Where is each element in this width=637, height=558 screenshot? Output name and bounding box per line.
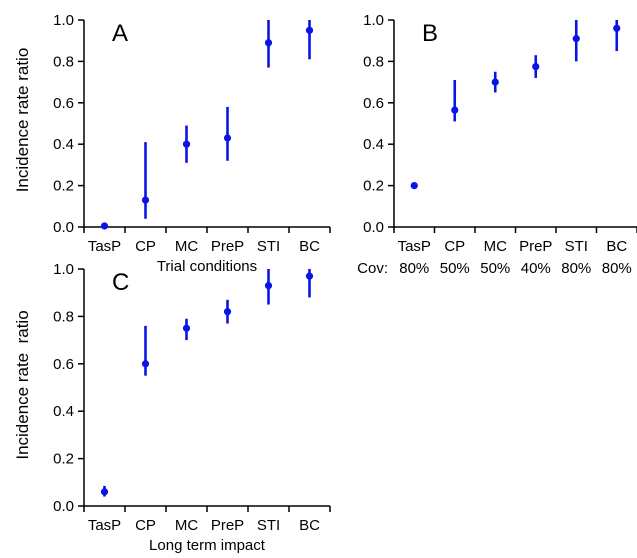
data-point (264, 39, 273, 47)
y-tick-label: 0.2 (53, 451, 74, 468)
panel-c: 0.0 0.2 0.4 0.6 0.8 1.0 TasP CP MC PreP STI BC Long … (13, 261, 331, 554)
x-category-label: TasP (88, 238, 121, 255)
data-point (141, 196, 150, 204)
y-tick-label: 0.6 (53, 95, 74, 112)
x-category-label: PreP (211, 517, 244, 534)
y-tick-label: 0.4 (363, 136, 384, 153)
data-point (182, 324, 191, 332)
panel-letter: C (112, 269, 129, 296)
data-point (451, 106, 459, 114)
data-point (100, 488, 109, 496)
y-tick-label: 0.6 (53, 356, 74, 373)
x-category-label: CP (135, 238, 156, 255)
x-category-label: STI (257, 517, 280, 534)
data-point (491, 78, 499, 86)
x-axis-title: Long term impact (149, 537, 266, 554)
y-tick-label: 0.2 (363, 178, 384, 195)
x-category-label: MC (484, 238, 507, 255)
data-point (264, 281, 273, 290)
y-tick-label: 0.0 (363, 219, 384, 236)
coverage-value: 50% (480, 260, 510, 277)
data-point (305, 26, 314, 34)
data-point (613, 24, 621, 32)
y-tick-label: 0.4 (53, 403, 74, 420)
data-point (223, 308, 232, 316)
x-category-label: CP (135, 517, 156, 534)
data-point (572, 35, 580, 43)
x-category-label: STI (565, 238, 588, 255)
panel-letter: B (422, 20, 438, 47)
y-axis-title: Incidence rate ratio (13, 48, 32, 193)
x-category-label: MC (175, 517, 198, 534)
x-category-label: TasP (398, 238, 431, 255)
y-tick-label: 1.0 (53, 12, 74, 29)
data-point (223, 134, 232, 142)
panel-a: 0.0 0.2 0.4 0.6 0.8 1.0 TasP CP MC PreP STI BC Trial… (13, 12, 331, 275)
y-axis-title: Incidence rate ratio (13, 310, 32, 459)
data-point (141, 360, 150, 368)
panel-b: 0.0 0.2 0.4 0.6 0.8 1.0 TasP CP MC PreP STI BC Cov: 8… (357, 12, 637, 277)
y-tick-label: 0.0 (53, 498, 74, 515)
coverage-value: 80% (602, 260, 632, 277)
coverage-value: 80% (561, 260, 591, 277)
data-point (100, 222, 109, 230)
y-tick-label: 0.2 (53, 178, 74, 195)
data-point (182, 140, 191, 148)
panel-letter: A (112, 20, 128, 47)
data-point (532, 62, 540, 71)
y-tick-label: 0.8 (363, 53, 384, 70)
coverage-label: Cov: (357, 260, 388, 277)
y-tick-label: 1.0 (53, 261, 74, 278)
x-axis-title: Trial conditions (157, 258, 257, 275)
x-category-label: MC (175, 238, 198, 255)
x-category-label: BC (299, 517, 320, 534)
coverage-value: 40% (521, 260, 551, 277)
y-tick-label: 0.8 (53, 53, 74, 70)
y-tick-label: 0.8 (53, 308, 74, 325)
x-category-label: PreP (519, 238, 552, 255)
y-tick-label: 0.6 (363, 95, 384, 112)
x-category-label: BC (299, 238, 320, 255)
y-tick-label: 0.0 (53, 219, 74, 236)
x-category-label: PreP (211, 238, 244, 255)
x-category-label: TasP (88, 517, 121, 534)
data-point (305, 272, 314, 280)
coverage-value: 80% (399, 260, 429, 277)
x-category-label: BC (606, 238, 627, 255)
data-point (410, 182, 418, 190)
x-category-label: STI (257, 238, 280, 255)
y-tick-label: 0.4 (53, 136, 74, 153)
x-category-label: CP (444, 238, 465, 255)
y-tick-label: 1.0 (363, 12, 384, 29)
coverage-value: 50% (440, 260, 470, 277)
